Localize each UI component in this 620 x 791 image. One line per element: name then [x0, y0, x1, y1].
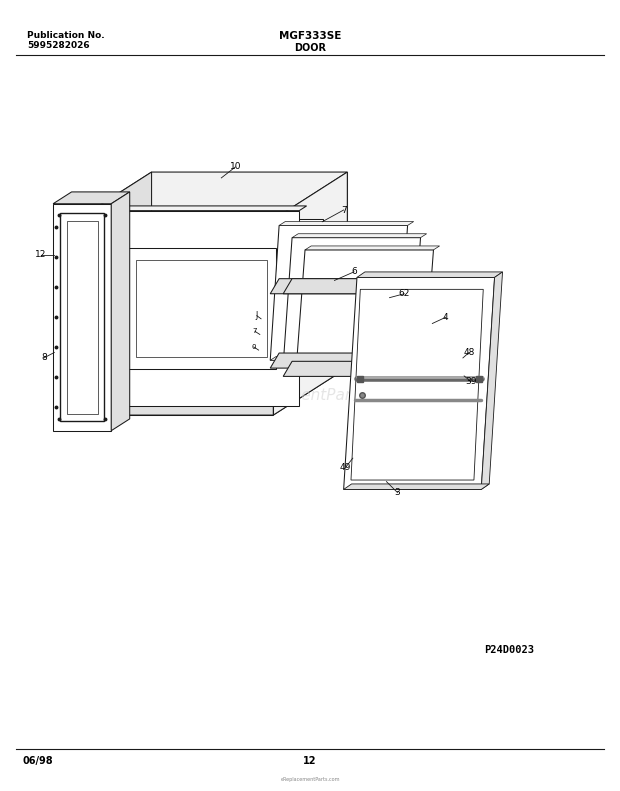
Text: 3: 3 — [394, 488, 401, 497]
Polygon shape — [305, 246, 440, 250]
Polygon shape — [343, 278, 495, 490]
Polygon shape — [126, 248, 276, 369]
Text: 12: 12 — [303, 755, 317, 766]
Text: MGF333SE: MGF333SE — [279, 31, 341, 41]
Text: eReplacementParts.com: eReplacementParts.com — [280, 778, 340, 782]
Polygon shape — [104, 210, 299, 407]
Polygon shape — [151, 172, 347, 368]
Polygon shape — [283, 237, 420, 365]
Polygon shape — [176, 219, 323, 321]
Text: 7: 7 — [341, 206, 347, 214]
Polygon shape — [283, 278, 420, 293]
Text: P24D0023: P24D0023 — [484, 645, 534, 655]
Polygon shape — [357, 272, 503, 278]
Polygon shape — [273, 172, 347, 415]
Polygon shape — [481, 272, 503, 490]
Polygon shape — [283, 361, 420, 377]
Text: 06/98: 06/98 — [22, 755, 53, 766]
Polygon shape — [343, 484, 489, 490]
Polygon shape — [270, 357, 405, 360]
Text: DOOR: DOOR — [294, 43, 326, 52]
Text: 12: 12 — [35, 250, 46, 259]
Polygon shape — [136, 260, 267, 357]
Text: 6: 6 — [351, 267, 357, 276]
Polygon shape — [270, 225, 407, 360]
Text: eReplacementParts.com: eReplacementParts.com — [216, 388, 404, 403]
Polygon shape — [296, 250, 433, 369]
Polygon shape — [104, 206, 307, 210]
Text: 48: 48 — [463, 348, 475, 357]
Text: 8: 8 — [41, 354, 46, 362]
Text: 49: 49 — [340, 463, 351, 472]
Polygon shape — [270, 278, 407, 293]
Text: 39: 39 — [465, 377, 477, 386]
Text: 5995282026: 5995282026 — [27, 41, 90, 50]
Text: J: J — [255, 311, 258, 320]
Text: Publication No.: Publication No. — [27, 31, 105, 40]
Polygon shape — [78, 172, 347, 219]
Text: 7: 7 — [253, 328, 257, 335]
Text: 10: 10 — [229, 162, 241, 172]
Text: 0: 0 — [252, 344, 256, 350]
Polygon shape — [78, 368, 347, 415]
Polygon shape — [53, 204, 111, 431]
Polygon shape — [78, 172, 151, 415]
Polygon shape — [283, 361, 418, 365]
Polygon shape — [111, 192, 130, 431]
Polygon shape — [53, 192, 130, 204]
Text: 4: 4 — [443, 312, 449, 322]
Text: 62: 62 — [399, 290, 410, 298]
Polygon shape — [279, 221, 414, 225]
Polygon shape — [270, 353, 407, 368]
Polygon shape — [292, 234, 427, 237]
Polygon shape — [296, 365, 431, 369]
